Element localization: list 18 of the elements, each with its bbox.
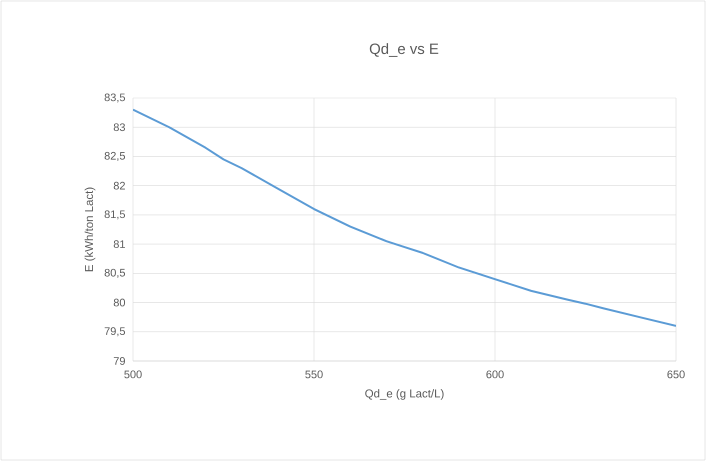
y-tick-label: 82 — [114, 182, 125, 190]
line-series — [133, 108, 676, 327]
y-tick-label: 79 — [114, 357, 125, 365]
x-tick-label: 650 — [667, 370, 685, 378]
x-axis-title: Qd_e (g Lact/L) — [365, 389, 444, 400]
y-tick-label: 81 — [114, 240, 125, 248]
y-axis-title: E (kWh/ton Lact) — [84, 188, 96, 272]
y-tick-label: 82,5 — [104, 152, 126, 161]
x-tick-label: 550 — [305, 370, 323, 378]
y-tick-label: 81,5 — [104, 210, 126, 220]
y-tick-label: 80 — [114, 298, 126, 306]
y-tick-label: 83,5 — [104, 93, 126, 103]
x-tick-label: 600 — [486, 370, 504, 378]
y-tick-label: 80,5 — [104, 268, 126, 278]
y-tick-label: 83 — [114, 123, 125, 132]
y-tick-label: 79,5 — [104, 327, 126, 336]
chart-title: Qd_e vs E — [370, 43, 438, 57]
x-tick-label: 500 — [124, 370, 142, 378]
